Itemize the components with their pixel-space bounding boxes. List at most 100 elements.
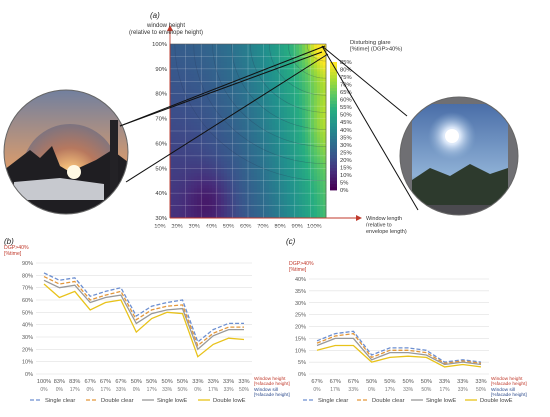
heatmap-cell — [308, 92, 312, 96]
heatmap-cell — [224, 191, 228, 195]
heatmap-cell — [203, 203, 207, 207]
heatmap-cell — [284, 131, 288, 135]
heatmap-cell — [233, 206, 237, 210]
heatmap-cell — [239, 53, 243, 57]
heatmap-cell — [230, 86, 234, 90]
heatmap-cell — [221, 107, 225, 111]
heatmap-cell — [209, 131, 213, 135]
heatmap-cell — [194, 134, 198, 138]
heatmap-cell — [185, 200, 189, 204]
heatmap-cell — [230, 80, 234, 84]
heatmap-cell — [215, 92, 219, 96]
heatmap-cell — [254, 104, 258, 108]
heatmap-cell — [260, 59, 264, 63]
heatmap-cell — [287, 122, 291, 126]
heatmap-cell — [200, 146, 204, 150]
heatmap-cell — [281, 155, 285, 159]
heatmap-cell — [239, 92, 243, 96]
legend-label: Double lowE — [213, 398, 246, 404]
heatmap-cell — [308, 179, 312, 183]
y-tick-label: 30% — [22, 335, 33, 341]
heatmap-cell — [290, 209, 294, 213]
heatmap-cell — [203, 206, 207, 210]
heatmap-cell — [311, 83, 315, 87]
x-tick-sill: 0% — [133, 387, 141, 393]
heatmap-cell — [233, 203, 237, 207]
x-tick-height: 50% — [161, 379, 172, 385]
heatmap-cell — [227, 44, 231, 48]
heatmap-cell — [209, 47, 213, 51]
heatmap-cell — [263, 134, 267, 138]
heatmap-cell — [239, 167, 243, 171]
heatmap-cell — [236, 80, 240, 84]
heatmap-cell — [266, 185, 270, 189]
heatmap-cell — [305, 215, 309, 219]
heatmap-cell — [308, 125, 312, 129]
heatmap-cell — [302, 113, 306, 117]
heatmap-cell — [182, 107, 186, 111]
heatmap-cell — [185, 104, 189, 108]
heatmap-cell — [317, 185, 321, 189]
heatmap-cell — [179, 128, 183, 132]
heatmap-cell — [284, 185, 288, 189]
heatmap-cell — [179, 113, 183, 117]
heatmap-cell — [278, 71, 282, 75]
heatmap-cell — [203, 140, 207, 144]
heatmap-cell — [221, 137, 225, 141]
heatmap-cell — [323, 95, 327, 99]
heatmap-cell — [263, 194, 267, 198]
heatmap-cell — [224, 212, 228, 216]
heatmap-cell — [269, 74, 273, 78]
heatmap-cell — [320, 44, 324, 48]
heatmap-cell — [302, 191, 306, 195]
heatmap-cell — [299, 209, 303, 213]
heatmap-cell — [173, 47, 177, 51]
heatmap-cell — [260, 53, 264, 57]
heatmap-cell — [209, 98, 213, 102]
heatmap-cell — [287, 200, 291, 204]
heatmap-cell — [293, 44, 297, 48]
heatmap-cell — [248, 101, 252, 105]
heatmap-cell — [263, 53, 267, 57]
heatmap-cell — [224, 170, 228, 174]
heatmap-cell — [236, 206, 240, 210]
heatmap-cell — [194, 101, 198, 105]
heatmap-cell — [284, 128, 288, 132]
heatmap-cell — [302, 149, 306, 153]
heatmap-cell — [173, 71, 177, 75]
heatmap-cell — [293, 152, 297, 156]
heatmap-cell — [191, 116, 195, 120]
heatmap-cell — [176, 98, 180, 102]
heatmap-cell — [323, 125, 327, 129]
heatmap-cell — [173, 146, 177, 150]
heatmap-cell — [188, 65, 192, 69]
heatmap-cell — [287, 137, 291, 141]
heatmap-cell — [203, 158, 207, 162]
heatmap-cell — [290, 167, 294, 171]
heatmap-cell — [236, 179, 240, 183]
heatmap-cell — [209, 206, 213, 210]
heatmap-cell — [266, 71, 270, 75]
heatmap-cell — [191, 50, 195, 54]
heatmap-cell — [305, 74, 309, 78]
heatmap-cell — [188, 182, 192, 186]
x-tick-height: 50% — [177, 379, 188, 385]
heatmap-cell — [317, 89, 321, 93]
heatmap-cell — [248, 110, 252, 114]
heatmap-cell — [179, 158, 183, 162]
heatmap-cell — [203, 134, 207, 138]
heatmap-cell — [227, 212, 231, 216]
heatmap-cell — [260, 128, 264, 132]
heatmap-cell — [257, 56, 261, 60]
heatmap-cell — [287, 113, 291, 117]
x-axis-title-height: [%facade height] — [254, 381, 290, 387]
heatmap-cell — [314, 143, 318, 147]
heatmap-cell — [281, 179, 285, 183]
heatmap-cell — [215, 143, 219, 147]
heatmap-cell — [242, 161, 246, 165]
heatmap-cell — [206, 152, 210, 156]
heatmap-cell — [317, 206, 321, 210]
heatmap-cell — [263, 56, 267, 60]
heatmap-cell — [206, 77, 210, 81]
heatmap-cell — [257, 116, 261, 120]
